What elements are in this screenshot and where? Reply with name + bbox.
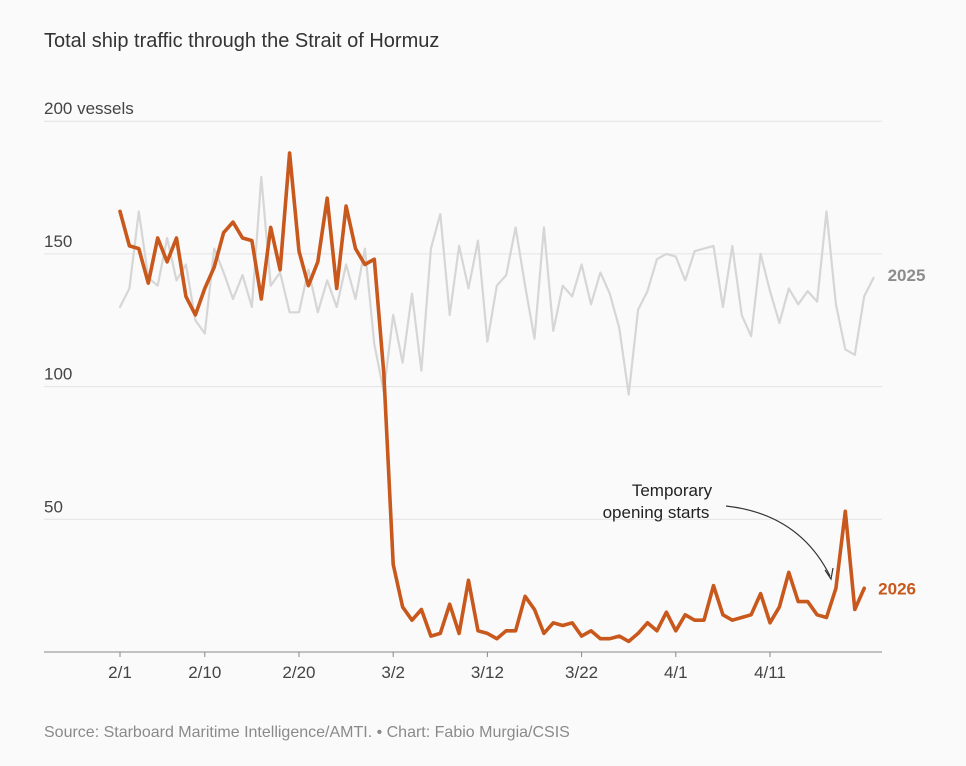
annotation-text-line2: opening starts [603,503,710,522]
series-lines: 2025 2026 [118,151,926,644]
series-label-2026: 2026 [878,579,916,598]
annotation-text-line1: Temporary [632,481,713,500]
series-line-2026 [118,151,867,644]
y-tick-label-200: 200 vessels [44,99,134,118]
x-axis-ticks: 2/1 2/10 2/20 3/2 3/12 3/22 4/1 4/11 [108,652,786,682]
x-tick-label: 4/11 [754,663,786,682]
y-tick-label-100: 100 [44,365,72,384]
annotation-arrow-head [824,567,834,581]
annotation: Temporary opening starts [603,481,834,581]
x-tick-label: 2/1 [108,663,132,682]
chart-title: Total ship traffic through the Strait of… [44,30,440,52]
x-tick-label: 2/10 [188,663,221,682]
x-tick-label: 3/22 [565,663,598,682]
grid-lines [44,120,882,653]
x-tick-label: 2/20 [282,663,315,682]
series-label-2025: 2025 [888,266,926,285]
y-axis-ticks: 50 100 150 200 vessels [44,99,134,516]
source-note: Source: Starboard Maritime Intelligence/… [44,724,570,741]
y-tick-label-150: 150 [44,232,72,251]
y-tick-label-50: 50 [44,497,63,516]
series-line-2025 [118,175,875,396]
annotation-arrow-line [725,505,831,577]
x-tick-label: 4/1 [664,663,688,682]
x-tick-label: 3/2 [381,663,405,682]
x-tick-label: 3/12 [471,663,504,682]
